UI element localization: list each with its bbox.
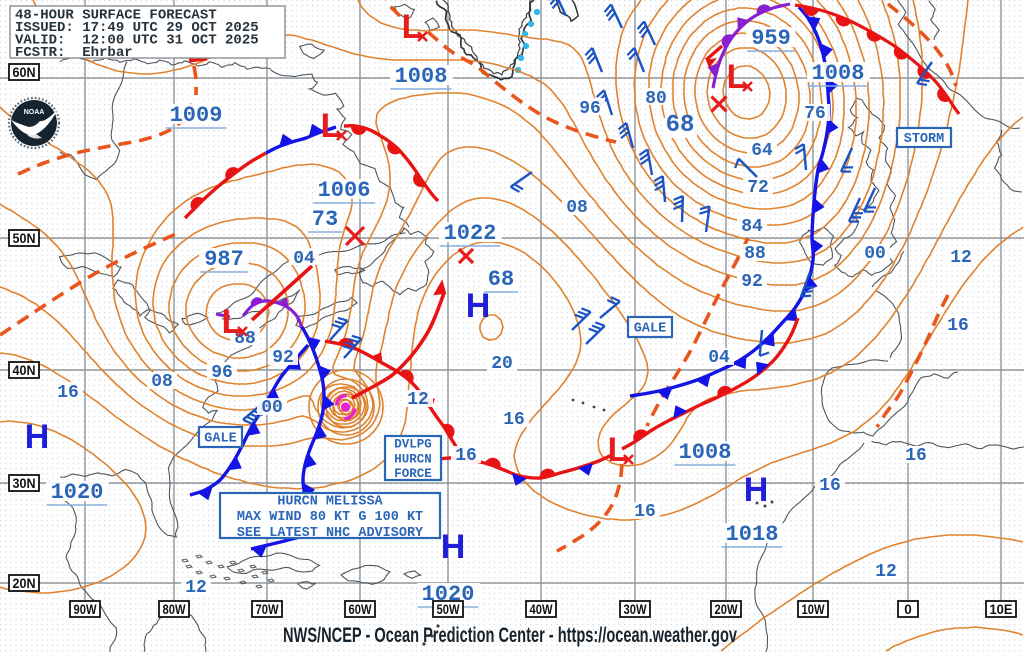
svg-text:30W: 30W xyxy=(624,602,647,617)
svg-text:60N: 60N xyxy=(13,65,36,80)
svg-text:STORM: STORM xyxy=(904,132,945,147)
svg-text:L: L xyxy=(402,8,423,46)
svg-text:00: 00 xyxy=(261,398,283,418)
svg-text:76: 76 xyxy=(804,104,826,124)
svg-text:H: H xyxy=(25,418,50,456)
svg-text:959: 959 xyxy=(751,26,791,51)
svg-text:L: L xyxy=(608,431,629,469)
svg-text:16: 16 xyxy=(819,476,841,496)
svg-text:1008: 1008 xyxy=(395,64,448,89)
svg-text:12: 12 xyxy=(875,562,897,582)
svg-text:H: H xyxy=(466,287,491,325)
svg-text:L: L xyxy=(321,107,342,145)
svg-text:96: 96 xyxy=(579,99,601,119)
svg-text:10E: 10E xyxy=(990,602,1013,617)
svg-text:12: 12 xyxy=(950,248,972,268)
svg-text:00: 00 xyxy=(864,244,886,264)
svg-text:16: 16 xyxy=(455,446,477,466)
svg-text:0: 0 xyxy=(904,602,912,617)
svg-text:GALE: GALE xyxy=(634,322,666,337)
svg-text:70W: 70W xyxy=(256,602,279,617)
svg-text:30N: 30N xyxy=(13,476,36,491)
svg-text:1006: 1006 xyxy=(318,178,371,203)
svg-text:50N: 50N xyxy=(13,231,36,246)
svg-text:84: 84 xyxy=(741,217,763,237)
svg-text:1022: 1022 xyxy=(444,221,497,246)
svg-text:DVLPG: DVLPG xyxy=(394,438,432,452)
svg-text:48-HOUR SURFACE FORECAST: 48-HOUR SURFACE FORECAST xyxy=(15,8,217,24)
svg-text:1018: 1018 xyxy=(726,522,779,547)
svg-text:90W: 90W xyxy=(74,602,97,617)
svg-text:HURCN MELISSA: HURCN MELISSA xyxy=(277,495,383,510)
svg-text:SEE LATEST NHC ADVISORY: SEE LATEST NHC ADVISORY xyxy=(237,526,424,541)
svg-text:H: H xyxy=(744,471,769,509)
svg-text:H: H xyxy=(441,528,466,566)
svg-text:40N: 40N xyxy=(13,363,36,378)
svg-text:92: 92 xyxy=(272,348,294,368)
svg-text:16: 16 xyxy=(57,383,79,403)
svg-text:88: 88 xyxy=(744,244,766,264)
svg-text:1008: 1008 xyxy=(812,61,865,86)
svg-text:VALID: 12:00 UTC 31 OCT 2025: VALID: 12:00 UTC 31 OCT 2025 xyxy=(15,33,259,49)
svg-text:MAX WIND 80 KT G 100 KT: MAX WIND 80 KT G 100 KT xyxy=(237,510,423,525)
svg-text:L: L xyxy=(222,303,243,341)
svg-text:1020: 1020 xyxy=(51,480,104,505)
svg-text:68: 68 xyxy=(488,267,514,292)
svg-text:1008: 1008 xyxy=(679,440,732,465)
svg-text:20N: 20N xyxy=(13,576,36,591)
svg-text:FORCE: FORCE xyxy=(394,467,432,481)
svg-text:16: 16 xyxy=(634,502,656,522)
svg-text:50W: 50W xyxy=(437,602,460,617)
svg-text:GALE: GALE xyxy=(204,432,236,447)
svg-text:04: 04 xyxy=(293,249,315,269)
svg-text:08: 08 xyxy=(566,198,588,218)
svg-text:80: 80 xyxy=(645,89,667,109)
svg-text:16: 16 xyxy=(503,410,525,430)
svg-text:987: 987 xyxy=(204,247,244,272)
svg-text:16: 16 xyxy=(905,446,927,466)
svg-text:80W: 80W xyxy=(163,602,186,617)
svg-text:20: 20 xyxy=(491,354,513,374)
svg-text:40W: 40W xyxy=(530,602,553,617)
svg-text:NOAA: NOAA xyxy=(24,109,45,116)
svg-text:L: L xyxy=(727,58,748,96)
svg-text:73: 73 xyxy=(312,207,338,232)
svg-text:10W: 10W xyxy=(802,602,825,617)
svg-text:92: 92 xyxy=(741,272,763,292)
svg-text:08: 08 xyxy=(151,372,173,392)
svg-text:ISSUED: 17:49 UTC 29 OCT 2025: ISSUED: 17:49 UTC 29 OCT 2025 xyxy=(15,20,259,36)
svg-text:12: 12 xyxy=(185,578,207,598)
svg-text:72: 72 xyxy=(747,178,769,198)
svg-text:20W: 20W xyxy=(715,602,738,617)
svg-text:60W: 60W xyxy=(349,602,372,617)
svg-text:NWS/NCEP - Ocean Prediction Ce: NWS/NCEP - Ocean Prediction Center - htt… xyxy=(283,624,737,647)
svg-text:04: 04 xyxy=(708,348,730,368)
svg-text:FCSTR: Ehrbar: FCSTR: Ehrbar xyxy=(15,45,133,61)
svg-text:12: 12 xyxy=(407,390,429,410)
svg-text:HURCN: HURCN xyxy=(394,452,432,466)
svg-text:16: 16 xyxy=(947,316,969,336)
svg-text:1009: 1009 xyxy=(170,103,223,128)
svg-text:96: 96 xyxy=(211,363,233,383)
svg-text:64: 64 xyxy=(751,141,773,161)
svg-text:68: 68 xyxy=(666,112,695,139)
